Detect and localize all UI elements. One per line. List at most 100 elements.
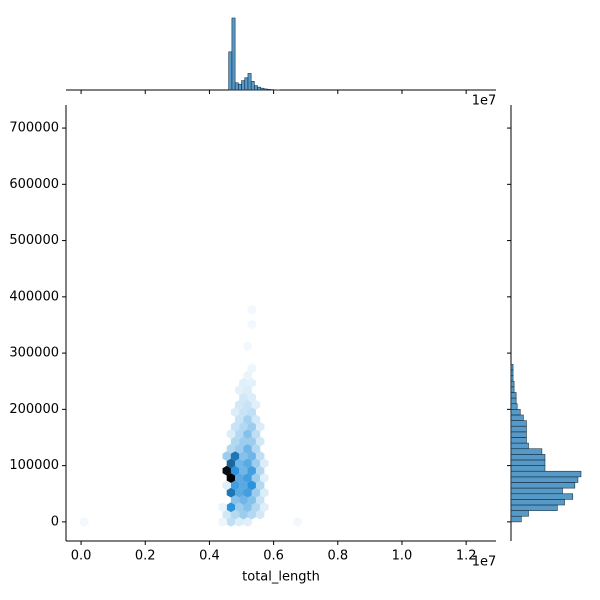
- hexbin: [251, 429, 261, 440]
- hexbin: [230, 480, 240, 491]
- x-tick-label: 0.0: [71, 549, 92, 564]
- top-hist-bar: [250, 81, 255, 91]
- hexbin: [230, 451, 240, 461]
- hexbin: [226, 473, 236, 483]
- right-hist-bar: [510, 414, 524, 421]
- x-tick-label: 0.8: [327, 549, 348, 564]
- x-tick-label: 0.6: [263, 549, 284, 564]
- hexbin: [222, 465, 232, 476]
- hexbin: [226, 502, 236, 513]
- hexbin: [239, 495, 248, 505]
- hexbin: [243, 516, 252, 527]
- hexbin: [247, 509, 257, 520]
- right-hist-bar: [510, 448, 543, 455]
- right-hist-bar: [510, 386, 515, 393]
- y-tick-label: 500000: [9, 233, 59, 248]
- hexbin: [247, 421, 257, 432]
- hexbin: [218, 516, 227, 527]
- right-hist-bar: [510, 403, 518, 410]
- right-hist-bar: [510, 392, 517, 399]
- x-tick-label: 1.0: [392, 549, 413, 564]
- hexbin: [247, 436, 257, 447]
- right-hist-bar: [510, 476, 579, 483]
- hexbin: [235, 429, 244, 440]
- hexbin: [235, 414, 244, 425]
- hexbin: [243, 443, 252, 454]
- hexbin: [255, 480, 265, 491]
- hexbin: [243, 341, 252, 352]
- hexbin: [243, 458, 252, 469]
- top-hist-bar: [234, 82, 239, 91]
- hexbin: [222, 509, 232, 520]
- right-hist-bar: [510, 470, 582, 478]
- hexbin: [235, 473, 244, 483]
- right-hist-bar: [510, 409, 521, 416]
- hexbin: [230, 421, 240, 432]
- right-hist-bar: [510, 369, 514, 376]
- top-hist-bar: [263, 88, 268, 91]
- hexbin: [243, 370, 252, 381]
- y-tick-label: 600000: [9, 177, 59, 192]
- hexbin: [230, 407, 240, 418]
- top-hist-bar: [257, 86, 262, 91]
- hexbin: [235, 502, 244, 513]
- right-hist-bar: [510, 437, 527, 444]
- hexbin: [235, 385, 244, 396]
- hexbin: [247, 407, 257, 418]
- y-tick-label: 0: [51, 514, 59, 529]
- top-hist-bar: [244, 77, 249, 91]
- hexbin: [255, 509, 265, 520]
- hexbin: [80, 516, 89, 527]
- right-hist-bar: [510, 454, 546, 461]
- hexbin: [222, 451, 232, 461]
- hexbin: [239, 421, 248, 432]
- hexbin: [255, 451, 265, 461]
- hexbin: [247, 392, 257, 403]
- hexbin: [247, 363, 257, 374]
- right-hist-bar: [510, 504, 558, 511]
- top-hist-bar: [266, 88, 271, 91]
- top-x-offset-label: 1e7: [472, 94, 497, 109]
- hexbin: [230, 436, 240, 447]
- hexbin: [243, 473, 252, 483]
- top-hist-bar: [231, 17, 236, 91]
- y-tick-label: 200000: [9, 402, 59, 417]
- hexbin: [251, 487, 261, 498]
- hexbin: [226, 458, 236, 469]
- hexbin: [235, 487, 244, 498]
- hexbin: [251, 502, 261, 513]
- y-tick-label: 300000: [9, 346, 59, 361]
- right-hist-bar: [510, 482, 576, 489]
- hexbin: [230, 495, 240, 505]
- hexbin: [230, 509, 240, 520]
- hexbin: [243, 399, 252, 410]
- top-hist-bar: [247, 73, 252, 91]
- hexbin: [255, 465, 265, 476]
- hexbin: [235, 399, 244, 410]
- right-hist-bar: [510, 420, 527, 427]
- right-hist-bar: [510, 487, 563, 495]
- hexbin: [239, 465, 248, 476]
- right-hist-bar: [510, 465, 546, 472]
- top-hist-bar: [254, 85, 258, 91]
- right-hist-bar: [510, 493, 574, 500]
- hexbin: [251, 414, 261, 425]
- hexbin: [239, 451, 248, 461]
- right-hist-bar: [510, 397, 517, 405]
- right-hist-bar: [510, 510, 529, 517]
- hexbin: [251, 458, 261, 469]
- hexbin: [226, 487, 236, 498]
- right-hist-bar: [510, 515, 522, 523]
- right-hist-bar: [510, 459, 546, 466]
- hexbin: [243, 414, 252, 425]
- hexbin: [247, 319, 257, 330]
- hexbin: [255, 436, 265, 447]
- hexbin: [260, 502, 269, 513]
- top-hist-bar: [241, 80, 246, 91]
- hexbin: [255, 421, 265, 432]
- hexbin: [239, 509, 248, 520]
- hexbin: [235, 443, 244, 454]
- x-tick-label: 0.2: [135, 549, 156, 564]
- hexbin: [235, 458, 244, 469]
- hexbin: [247, 451, 257, 461]
